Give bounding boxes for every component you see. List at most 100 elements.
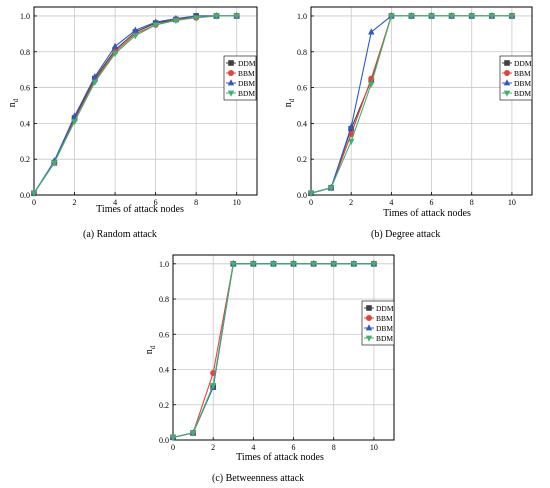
data-point-bdm [290,261,297,268]
data-point-bdm [91,79,99,86]
data-point-bdm [152,22,159,29]
data-point-bdm [111,51,119,58]
legend-marker-ddm [504,60,510,66]
y-axis-label-sub: d [288,98,296,102]
legend-marker-ddm [366,305,372,311]
data-point-bdm [428,13,435,20]
y-axis-label-main: n [144,349,155,354]
data-point-bdm [488,13,496,20]
legend-label-bdm: BDM [376,334,393,343]
y-tick-label: 0.6 [20,84,30,93]
caption-degree: (b) Degree attack [371,229,440,240]
data-point-bdm [169,434,177,442]
plot-area-betweenness [169,254,395,442]
data-point-bdm [508,13,516,20]
series-line-bdm [310,15,512,194]
legend-label-ddm: DDM [514,59,532,68]
legend-marker-bdm [503,90,511,97]
x-tick-label: 2 [73,198,77,207]
plot-frame [33,6,258,196]
y-tick-label: 0.6 [159,330,169,339]
legend-label-ddm: DDM [238,59,256,68]
legend-label-dbm: DBM [238,79,255,88]
data-point-bdm [192,15,200,22]
data-point-bdm [330,261,337,268]
series-line-dbm [310,15,512,194]
data-point-bdm [468,13,475,20]
data-point-bdm [370,261,378,268]
data-point-bdm [71,119,78,126]
tick-labels-random: 0 2 4 6 8 10 0.0 0.2 0.4 0.6 0.8 1.0 [20,12,241,207]
series-line-bdm [33,15,237,194]
data-point-dbm [91,73,99,80]
y-axis-label-main: n [7,102,18,107]
x-tick-label: 8 [470,198,474,207]
legend-marker-bbm [366,315,372,321]
data-point-bdm [230,261,237,268]
series-line-dbm [33,15,237,194]
caption-betweenness: (c) Betweenness attack [212,473,304,484]
legend-marker-dbm [227,79,235,86]
series-line-ddm [33,15,237,194]
x-tick-label: 2 [349,198,353,207]
y-tick-label: 0.4 [159,366,169,375]
legend-marker-bbm [504,70,510,76]
y-axis-label-main: n [283,102,294,107]
y-tick-label: 0.8 [159,295,169,304]
x-tick-label: 4 [389,198,393,207]
data-point-bdm [347,138,355,146]
series-line-ddm [310,15,512,194]
data-point-bdm [368,81,375,88]
series-line-bbm [310,15,512,194]
y-axis-label-betweenness: nd [144,345,157,354]
y-axis-label-degree: nd [283,98,296,107]
x-axis-label-degree: Times of attack nodes [383,208,471,219]
y-tick-label: 0.8 [297,48,307,57]
data-point-bdm [209,382,217,390]
y-tick-label: 0.2 [159,401,169,410]
chart-degree-attack: 0 2 4 6 8 10 0.0 0.2 0.4 0.6 0.8 1.0 Times of attac… [283,6,533,240]
legend-marker-bdm [365,335,373,342]
tick-labels-betweenness: 0 2 4 6 8 10 0.0 0.2 0.4 0.6 0.8 1.0 [159,260,378,452]
legend-label-dbm: DBM [514,79,531,88]
legend-label-ddm: DDM [376,304,394,313]
x-tick-label: 2 [211,443,215,452]
x-tick-label: 4 [113,198,117,207]
data-point-bdm [310,261,317,268]
x-axis-label-betweenness: Times of attack nodes [236,452,324,463]
legend-label-bbm: BBM [514,69,531,78]
legend-label-dbm: DBM [376,324,393,333]
data-point-bdm [408,13,415,20]
x-tick-label: 8 [332,443,336,452]
x-axis-label-random: Times of attack nodes [96,204,184,215]
caption-random: (a) Random attack [83,229,157,240]
chart-random-attack: 0 2 4 6 8 10 0.0 0.2 0.4 0.6 0.8 1.0 Times of attac… [7,6,258,240]
series-line-dbm [172,263,374,438]
y-axis-label-sub: d [12,98,20,102]
legend-marker-bdm [227,90,235,97]
y-tick-label: 0.4 [297,119,307,128]
data-point-bdm [270,261,277,268]
x-tick-label: 6 [292,443,296,452]
data-point-bdm [250,261,257,268]
data-point-bdm [189,430,197,437]
x-tick-label: 6 [430,198,434,207]
y-tick-label: 0.0 [20,191,30,200]
x-tick-label: 10 [233,198,241,207]
y-tick-label: 0.6 [297,84,307,93]
data-point-bdm [30,190,38,198]
data-point-bdm [307,190,315,198]
y-tick-label: 0.2 [297,155,307,164]
y-tick-label: 0.0 [159,436,169,445]
y-tick-label: 1.0 [20,12,30,21]
plot-frame [310,6,533,196]
y-axis-label-sub: d [149,345,157,349]
data-point-bdm [350,261,358,268]
legend-label-bbm: BBM [238,69,255,78]
data-point-bdm [388,13,395,20]
data-point-dbm [368,28,375,35]
